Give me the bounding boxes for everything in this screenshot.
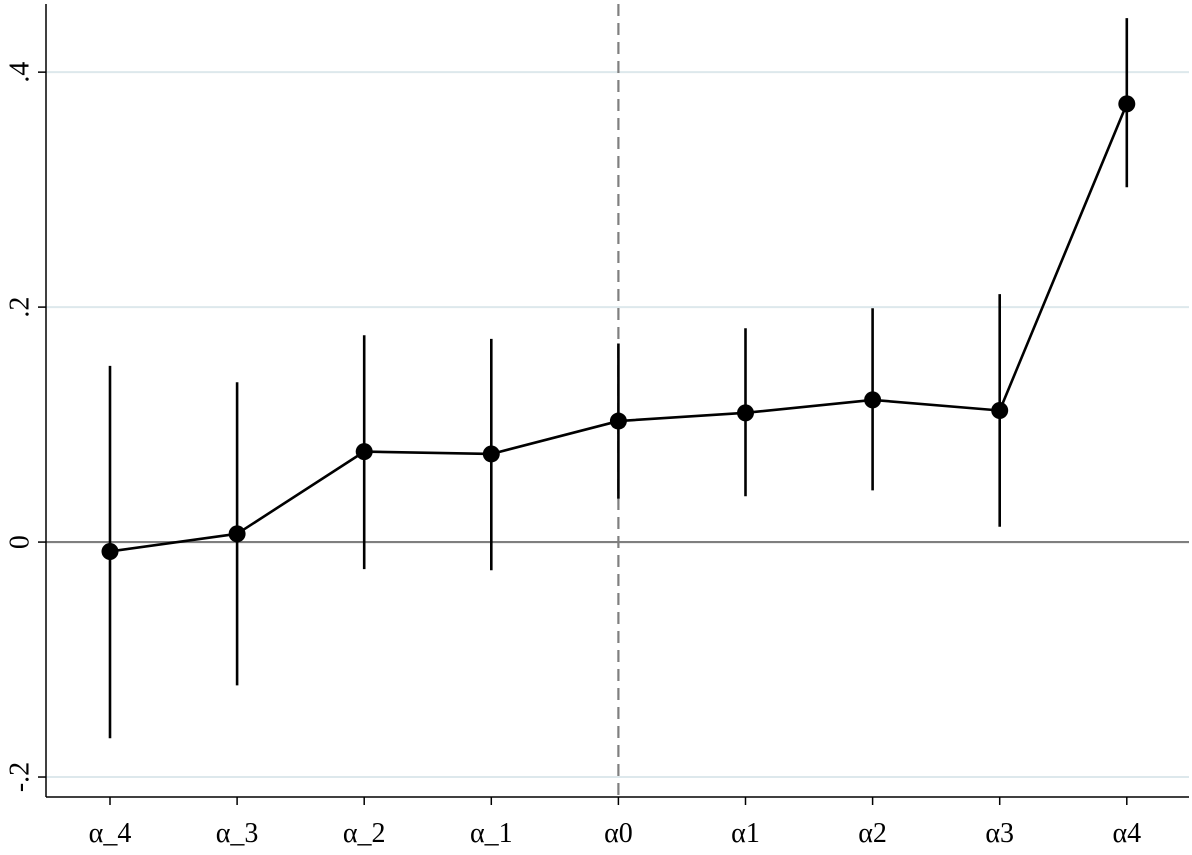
- data-point: [482, 445, 500, 463]
- y-tick-label: .4: [5, 62, 36, 83]
- estimate-points: [101, 95, 1136, 560]
- y-tick-label: .2: [5, 297, 36, 318]
- data-point: [355, 443, 373, 461]
- data-point: [737, 404, 754, 422]
- data-point: [609, 412, 627, 430]
- x-tick-label: α4: [1112, 818, 1141, 849]
- y-tick-labels: -.2 0 .2 .4: [5, 62, 36, 793]
- data-point: [101, 542, 119, 560]
- x-tick-label: α_2: [343, 818, 386, 849]
- x-tick-labels: α_4 α_3 α_2 α_1 α0 α1 α2 α3 α4: [89, 818, 1141, 849]
- x-tick-label: α_1: [470, 818, 513, 849]
- x-tick-label: α2: [858, 818, 887, 849]
- x-tick-label: α0: [604, 818, 633, 849]
- y-tick-label: -.2: [5, 762, 36, 792]
- x-tick-label: α1: [731, 818, 760, 849]
- axes: [38, 4, 1189, 805]
- data-point: [1118, 95, 1136, 113]
- x-tick-label: α3: [985, 818, 1014, 849]
- data-point: [864, 391, 882, 409]
- data-point: [228, 525, 246, 543]
- data-point: [991, 401, 1009, 419]
- x-tick-label: α_4: [89, 818, 132, 849]
- x-tick-label: α_3: [216, 818, 259, 849]
- y-tick-label: 0: [5, 535, 36, 549]
